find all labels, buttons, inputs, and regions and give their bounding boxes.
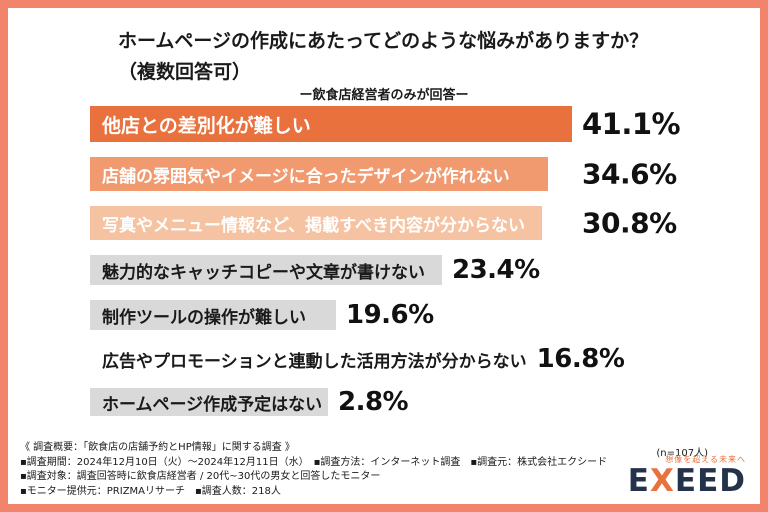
- bar-percentage: 19.6%: [346, 300, 434, 330]
- logo-wordmark: EXEED: [627, 463, 746, 499]
- bar-label: 写真やメニュー情報など、掲載すべき内容が分からない: [102, 215, 525, 236]
- bar: 店舗の雰囲気やイメージに合ったデザインが作れない: [90, 157, 548, 191]
- bar-chart: 他店との差別化が難しい 41.1% 店舗の雰囲気やイメージに合ったデザインが作れ…: [90, 106, 681, 417]
- bar-percentage: 34.6%: [582, 157, 677, 191]
- bar-label: 魅力的なキャッチコピーや文章が書けない: [102, 262, 425, 283]
- logo-letter: E: [674, 463, 698, 499]
- sample-size-note: (n=107人): [656, 448, 708, 459]
- bar-percentage: 16.8%: [536, 344, 625, 374]
- page-title: ホームページの作成にあたってどのような悩みがありますか？ （複数回答可）: [118, 26, 648, 88]
- bar: 魅力的なキャッチコピーや文章が書けない: [90, 255, 442, 285]
- bar-row: 写真やメニュー情報など、掲載すべき内容が分からない 30.8%: [90, 206, 677, 240]
- bar: 写真やメニュー情報など、掲載すべき内容が分からない: [90, 206, 542, 240]
- bar-row: 広告やプロモーションと連動した活用方法が分からない 16.8%: [90, 344, 625, 374]
- footer-line: 《 調査概要：「飲食店の店舗予約とHP情報」に関する調査 》: [20, 442, 295, 453]
- chart-subtitle: ー飲食店経営者のみが回答ー: [299, 88, 469, 103]
- bar-label: 制作ツールの操作が難しい: [102, 307, 306, 328]
- bar-row: 店舗の雰囲気やイメージに合ったデザインが作れない 34.6%: [90, 157, 677, 191]
- company-logo: 想像を超える未来へ EXEED: [627, 454, 746, 499]
- bar-label: ホームページ作成予定はない: [102, 394, 323, 415]
- bar-row: ホームページ作成予定はない 2.8%: [90, 387, 624, 417]
- title-line-1: ホームページの作成にあたってどのような悩みがありますか？: [118, 30, 649, 52]
- logo-letter: E: [697, 463, 720, 499]
- bar-percentage: 30.8%: [582, 206, 677, 240]
- footer-line: ▪モニター提供元：PRIZMAリサーチ ▪調査人数：218人: [20, 485, 281, 497]
- bar-row: 他店との差別化が難しい 41.1%: [90, 106, 681, 142]
- bar: 制作ツールの操作が難しい: [90, 300, 336, 330]
- bar-label: 店舗の雰囲気やイメージに合ったデザインが作れない: [102, 166, 510, 187]
- bar-percentage: 41.1%: [582, 107, 681, 141]
- bar: 広告やプロモーションと連動した活用方法が分からない: [90, 345, 527, 373]
- bar-label: 広告やプロモーションと連動した活用方法が分からない: [102, 351, 527, 372]
- title-line-2: （複数回答可）: [118, 61, 252, 83]
- bar: 他店との差別化が難しい: [90, 106, 572, 142]
- bar-row: 制作ツールの操作が難しい 19.6%: [90, 300, 624, 330]
- bar-label: 他店との差別化が難しい: [102, 114, 311, 137]
- footer-line: ▪調査対象：調査回答時に飲食店経営者 / 20代~30代の男女と回答したモニター: [20, 471, 381, 482]
- survey-details-footer: 《 調査概要：「飲食店の店舗予約とHP情報」に関する調査 》 ▪調査期間：202…: [20, 441, 620, 499]
- logo-letter: E: [627, 463, 650, 499]
- logo-letter: X: [649, 463, 675, 499]
- logo-letter: D: [719, 463, 746, 499]
- bar-percentage: 2.8%: [338, 387, 409, 417]
- bar-percentage: 23.4%: [452, 255, 540, 285]
- logo-tagline: 想像を超える未来へ: [665, 455, 746, 464]
- footer-line: ▪調査期間：2024年12月10日（火）〜2024年12月11日（水） ▪調査方…: [20, 456, 608, 468]
- bar: ホームページ作成予定はない: [90, 388, 328, 416]
- bar-row: 魅力的なキャッチコピーや文章が書けない 23.4%: [90, 255, 624, 285]
